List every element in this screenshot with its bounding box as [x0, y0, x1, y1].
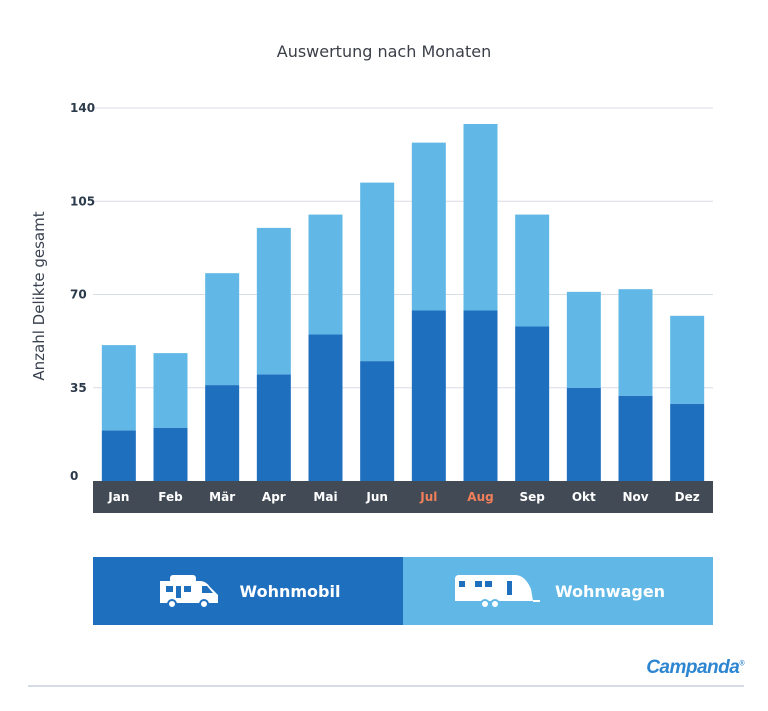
bar-wohnmobil: [670, 403, 705, 481]
bar-wohnmobil: [463, 310, 498, 481]
bar-wohnmobil: [411, 310, 446, 481]
y-tick-label: 0: [70, 469, 78, 483]
x-tick-label: Jan: [107, 490, 129, 504]
y-axis-label: Anzahl Delikte gesamt: [30, 211, 48, 380]
bar-wohnmobil: [153, 427, 188, 481]
bar-wohnwagen: [205, 273, 240, 386]
bar-wohnmobil: [308, 334, 343, 481]
motorhome-icon: [159, 575, 218, 609]
bar-wohnwagen: [308, 214, 343, 335]
y-tick-label: 70: [70, 288, 87, 302]
x-tick-label: Okt: [572, 490, 596, 504]
x-tick-label: Sep: [519, 490, 545, 504]
chart-title: Auswertung nach Monaten: [276, 42, 492, 61]
legend-item-wohnmobil[interactable]: Wohnmobil: [93, 557, 403, 625]
bar-wohnmobil: [256, 374, 291, 481]
bar-chart: 0 35 70 105 140 Anzahl Delikte gesamt Jan Feb Mä…: [30, 101, 713, 513]
campanda-logo[interactable]: Campanda®: [646, 657, 744, 679]
y-tick-label: 140: [70, 101, 95, 115]
bar-wohnwagen: [411, 142, 446, 311]
x-tick-label: Mär: [209, 490, 235, 504]
caravan-icon: [454, 575, 540, 609]
x-tick-label: Jul: [419, 490, 437, 504]
y-tick-label: 35: [70, 381, 87, 395]
bar-wohnmobil: [515, 326, 550, 481]
footer-divider: [28, 685, 744, 687]
x-tick-label: Jun: [365, 490, 388, 504]
brand-name: Campanda: [646, 657, 740, 678]
x-tick-label: Nov: [622, 490, 648, 504]
legend: Wohnmobil Wohnwagen: [93, 557, 713, 625]
bar-wohnwagen: [515, 214, 550, 327]
y-tick-label: 105: [70, 194, 95, 208]
x-axis-band: [93, 481, 713, 513]
x-tick-label: Feb: [158, 490, 183, 504]
bar-wohnwagen: [360, 182, 395, 362]
bar-wohnwagen: [670, 315, 705, 404]
x-tick-label: Apr: [262, 490, 286, 504]
bar-wohnwagen: [153, 353, 188, 428]
bar-wohnwagen: [618, 289, 653, 396]
bar-wohnwagen: [566, 291, 601, 388]
bar-wohnwagen: [463, 123, 498, 311]
legend-label-wohnmobil: Wohnmobil: [239, 581, 341, 601]
bar-wohnmobil: [618, 395, 653, 481]
x-tick-label: Mai: [313, 490, 337, 504]
bar-wohnwagen: [256, 227, 291, 375]
bar-wohnwagen: [101, 345, 136, 431]
bar-wohnmobil: [205, 385, 240, 481]
bar-wohnmobil: [566, 387, 601, 481]
legend-label-wohnwagen: Wohnwagen: [554, 581, 666, 601]
legend-item-wohnwagen[interactable]: Wohnwagen: [403, 557, 713, 625]
x-tick-label: Aug: [467, 490, 493, 504]
x-tick-label: Dez: [675, 490, 700, 504]
bar-wohnmobil: [101, 430, 136, 481]
brand-mark: ®: [739, 660, 744, 668]
bar-wohnmobil: [360, 361, 395, 481]
